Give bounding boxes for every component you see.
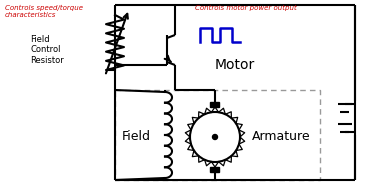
Text: Controls speed/torque
characteristics: Controls speed/torque characteristics [5,5,83,18]
Bar [210,167,220,172]
Text: Motor: Motor [215,58,255,72]
Text: Field: Field [122,131,151,144]
Circle shape [213,134,217,140]
Bar [115,90,320,180]
Text: Controls motor power output: Controls motor power output [195,5,297,11]
Text: Field
Control
Resistor: Field Control Resistor [30,35,64,65]
Bar [210,102,220,107]
Text: Armature: Armature [252,131,311,144]
